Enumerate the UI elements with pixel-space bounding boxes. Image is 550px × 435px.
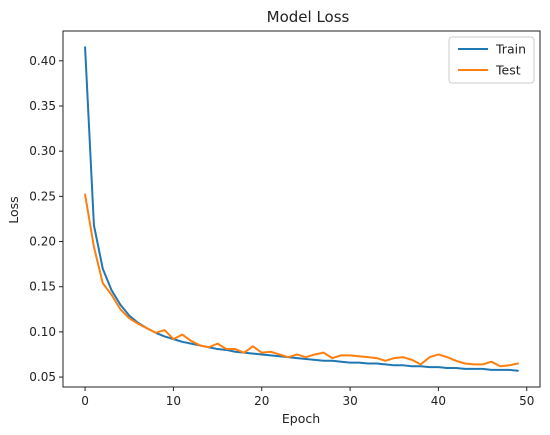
series-layer (84, 46, 519, 372)
y-tick-label: 0.25 (29, 189, 56, 203)
series-line-train (84, 46, 519, 372)
legend: Train Test (448, 36, 535, 84)
y-tick-label: 0.40 (29, 54, 56, 68)
y-axis: 0.05 0.10 0.15 0.20 0.25 0.30 0.35 0.40 (29, 54, 63, 384)
x-tick-label: 20 (254, 394, 269, 408)
y-tick-label: 0.20 (29, 235, 56, 249)
y-tick-label: 0.35 (29, 99, 56, 113)
legend-label-test: Test (495, 63, 521, 78)
series-line-test (84, 193, 519, 368)
x-tick-label: 10 (166, 394, 181, 408)
y-tick-label: 0.10 (29, 325, 56, 339)
x-axis: 0 10 20 30 40 50 (81, 387, 534, 408)
x-tick-label: 40 (431, 394, 446, 408)
x-tick-label: 0 (81, 394, 89, 408)
chart-title: Model Loss (267, 8, 350, 26)
x-tick-label: 50 (519, 394, 534, 408)
y-axis-title: Loss (6, 196, 21, 223)
y-tick-label: 0.05 (29, 370, 56, 384)
plot-area (62, 30, 541, 388)
legend-label-train: Train (495, 42, 526, 57)
y-tick-label: 0.30 (29, 144, 56, 158)
x-axis-title: Epoch (282, 411, 320, 426)
x-tick-label: 30 (342, 394, 357, 408)
y-tick-label: 0.15 (29, 280, 56, 294)
